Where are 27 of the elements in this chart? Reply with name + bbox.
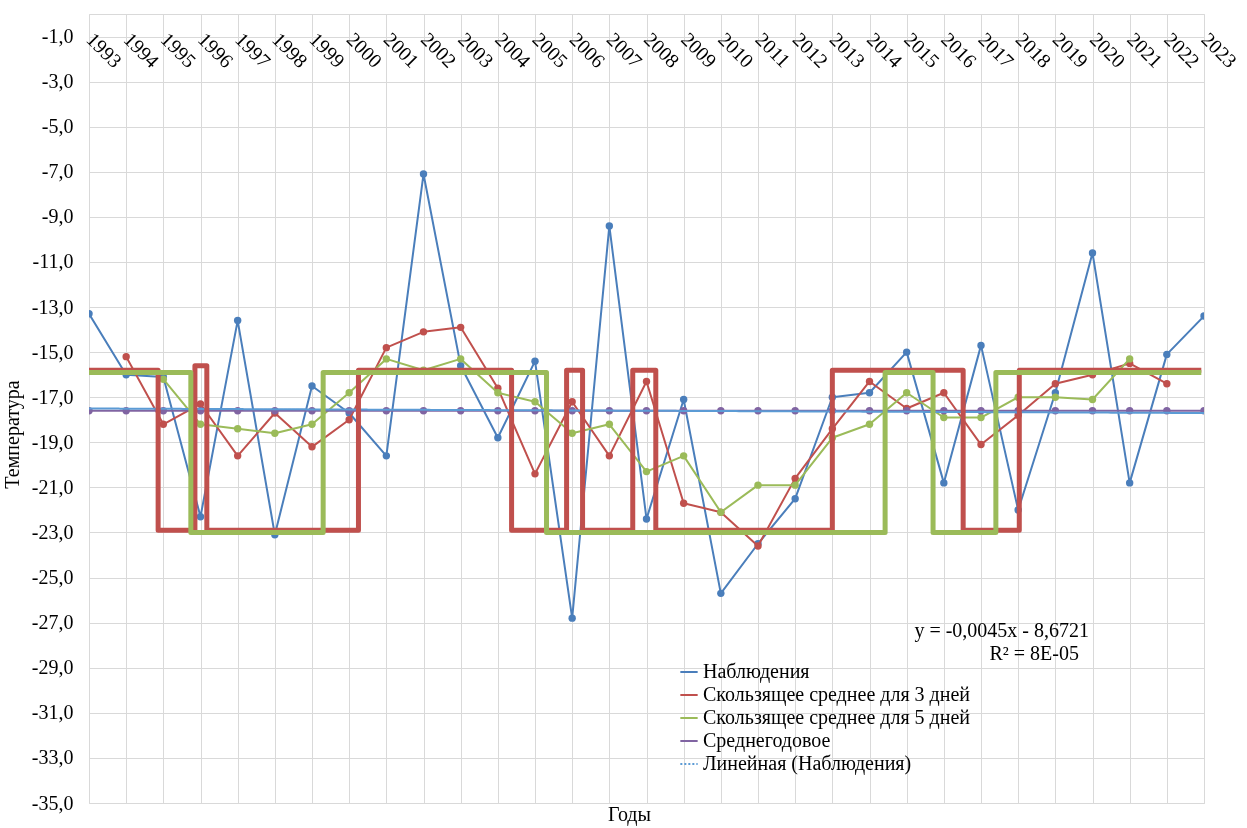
y-tick-label: -5,0 [41, 115, 74, 138]
y-tick-label: -31,0 [31, 701, 74, 724]
y-tick-label: -7,0 [41, 160, 74, 183]
y-tick-label: -25,0 [31, 566, 74, 589]
y-tick-label: -11,0 [32, 250, 74, 273]
y-tick-label: -27,0 [31, 611, 74, 634]
legend-label: Скользящее среднее для 5 дней [703, 706, 971, 729]
annotation: R² = 8E-05 [989, 642, 1079, 664]
legend-label: Линейная (Наблюдения) [703, 752, 912, 775]
y-tick-label: -1,0 [41, 25, 74, 48]
annotation: y = -0,0045x - 8,6721 [914, 619, 1089, 642]
y-tick-label: -13,0 [31, 295, 74, 318]
legend-label: Наблюдения [703, 660, 810, 683]
y-tick-label: -23,0 [31, 520, 74, 543]
y-tick-label: -21,0 [31, 475, 74, 498]
legend-label: Среднегодовое [703, 729, 831, 752]
x-axis-title: Годы [608, 802, 651, 826]
legend-label: Скользящее среднее для 3 дней [703, 683, 971, 706]
y-tick-label: -35,0 [31, 791, 74, 814]
y-tick-label: -33,0 [31, 746, 74, 769]
y-tick-label: -3,0 [41, 70, 74, 93]
y-axis-title: Температура [0, 380, 24, 489]
y-tick-label: -9,0 [41, 205, 74, 228]
y-tick-label: -19,0 [31, 430, 74, 453]
y-tick-label: -29,0 [31, 656, 74, 679]
y-tick-label: -15,0 [31, 340, 74, 363]
y-tick-label: -17,0 [31, 385, 74, 408]
